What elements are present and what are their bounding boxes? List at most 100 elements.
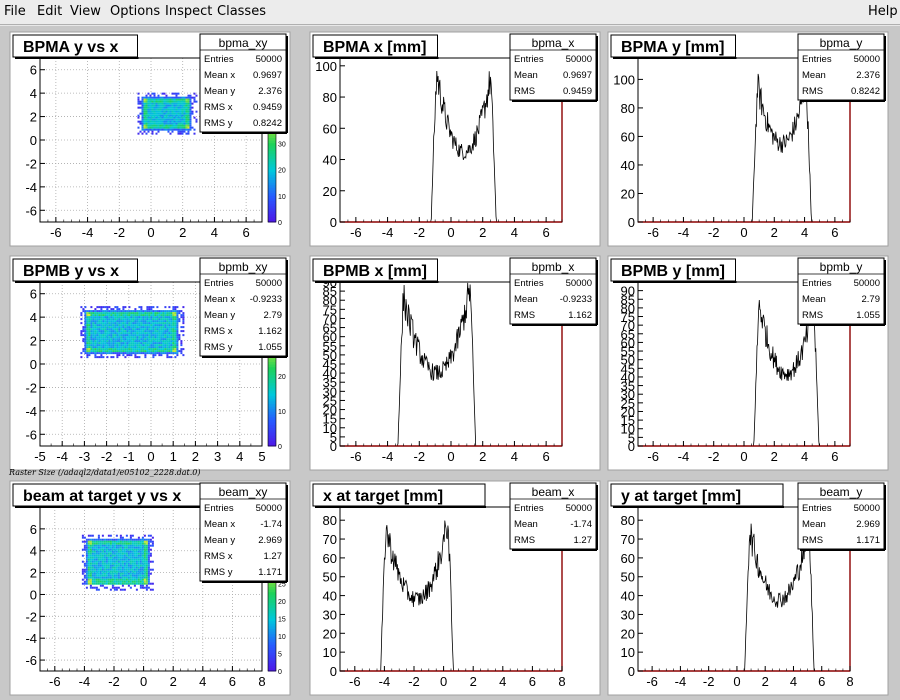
menu-edit[interactable]: Edit — [37, 4, 63, 19]
menu-file[interactable]: File — [4, 4, 26, 19]
heatmap-bin — [89, 546, 92, 549]
heatmap-bin — [145, 558, 148, 561]
heatmap-bin — [132, 324, 135, 327]
heatmap-bin — [133, 574, 136, 577]
heatmap-bin — [96, 334, 99, 337]
heatmap-bin — [116, 348, 119, 351]
menu-options[interactable]: Options — [110, 4, 161, 19]
heatmap-bin — [112, 338, 115, 341]
heatmap-bin — [173, 126, 176, 129]
heatmap-bin — [176, 336, 179, 339]
heatmap-bin — [122, 344, 125, 347]
heatmap-bin — [144, 338, 147, 341]
heatmap-bin — [90, 336, 93, 339]
stats-title: bpma_xy — [219, 36, 268, 50]
heatmap-bin — [101, 584, 104, 587]
chart-title: BPMB y vs x — [23, 263, 119, 280]
heatmap-bin — [100, 332, 103, 335]
heatmap-bin — [139, 572, 142, 575]
heatmap-bin — [141, 540, 144, 543]
heatmap-bin — [164, 336, 167, 339]
palette-bin — [268, 432, 276, 436]
heatmap-bin — [138, 344, 141, 347]
heatmap-bin — [163, 116, 166, 119]
heatmap-bin — [132, 338, 135, 341]
menu-view[interactable]: View — [70, 4, 101, 19]
y-tick-label: -6 — [25, 203, 37, 218]
heatmap-bin — [135, 544, 138, 547]
heatmap-bin — [125, 554, 128, 557]
heatmap-bin — [134, 332, 137, 335]
x-tick-label: -4 — [678, 225, 690, 240]
heatmap-bin — [141, 544, 144, 547]
heatmap-bin — [138, 348, 141, 351]
heatmap-bin — [83, 568, 86, 571]
heatmap-bin — [149, 554, 152, 557]
menu-classes[interactable]: Classes — [217, 4, 266, 19]
heatmap-bin — [135, 570, 138, 573]
heatmap-bin — [133, 562, 136, 565]
heatmap-bin — [185, 122, 188, 125]
menu-inspect[interactable]: Inspect — [165, 4, 213, 19]
heatmap-bin — [176, 340, 179, 343]
heatmap-bin — [99, 566, 102, 569]
heatmap-bin — [82, 326, 85, 329]
x-tick-label: 4 — [790, 674, 797, 689]
x-tick-label: 4 — [801, 449, 808, 464]
heatmap-bin — [95, 570, 98, 573]
heatmap-bin — [141, 562, 144, 565]
heatmap-bin — [141, 538, 144, 541]
heatmap-bin — [111, 546, 114, 549]
heatmap-bin — [165, 110, 168, 113]
heatmap-bin — [127, 538, 130, 541]
heatmap-bin — [124, 344, 127, 347]
heatmap-bin — [87, 554, 90, 557]
heatmap-bin — [172, 328, 175, 331]
palette-tick-label: 0 — [278, 444, 282, 451]
heatmap-bin — [84, 330, 87, 333]
heatmap-bin — [128, 354, 131, 357]
heatmap-bin — [172, 314, 175, 317]
heatmap-bin — [135, 550, 138, 553]
heatmap-bin — [181, 110, 184, 113]
heatmap-bin — [125, 580, 128, 583]
heatmap-bin — [135, 582, 138, 585]
heatmap-bin — [117, 560, 120, 563]
heatmap-bin — [148, 344, 151, 347]
heatmap-bin — [169, 104, 172, 107]
heatmap-bin — [177, 102, 180, 105]
x-tick-label: 4 — [211, 225, 218, 240]
palette-bin — [268, 143, 276, 147]
heatmap-bin — [89, 534, 92, 537]
heatmap-bin — [109, 576, 112, 579]
heatmap-bin — [119, 580, 122, 583]
heatmap-bin — [90, 324, 93, 327]
heatmap-bin — [147, 110, 150, 113]
heatmap-bin — [178, 350, 181, 353]
menu-help[interactable]: Help — [868, 4, 898, 19]
heatmap-bin — [133, 540, 136, 543]
heatmap-bin — [130, 310, 133, 313]
heatmap-bin — [126, 328, 129, 331]
y-tick-label: 30 — [323, 607, 337, 622]
heatmap-bin — [122, 334, 125, 337]
stats-label: Mean y — [204, 535, 235, 546]
palette-bin — [268, 190, 276, 194]
heatmap-bin — [154, 312, 157, 315]
heatmap-bin — [136, 314, 139, 317]
stats-value: 50000 — [566, 54, 592, 65]
heatmap-bin — [172, 348, 175, 351]
heatmap-bin — [174, 332, 177, 335]
x-tick-label: 0 — [740, 449, 747, 464]
y-tick-label: 0 — [30, 587, 37, 602]
heatmap-bin — [182, 326, 185, 329]
palette-bin — [268, 166, 276, 170]
heatmap-bin — [150, 324, 153, 327]
heatmap-bin — [84, 312, 87, 315]
heatmap-bin — [89, 574, 92, 577]
y-tick-label: 20 — [323, 403, 337, 418]
heatmap-bin — [154, 326, 157, 329]
heatmap-bin — [136, 340, 139, 343]
heatmap-bin — [120, 334, 123, 337]
